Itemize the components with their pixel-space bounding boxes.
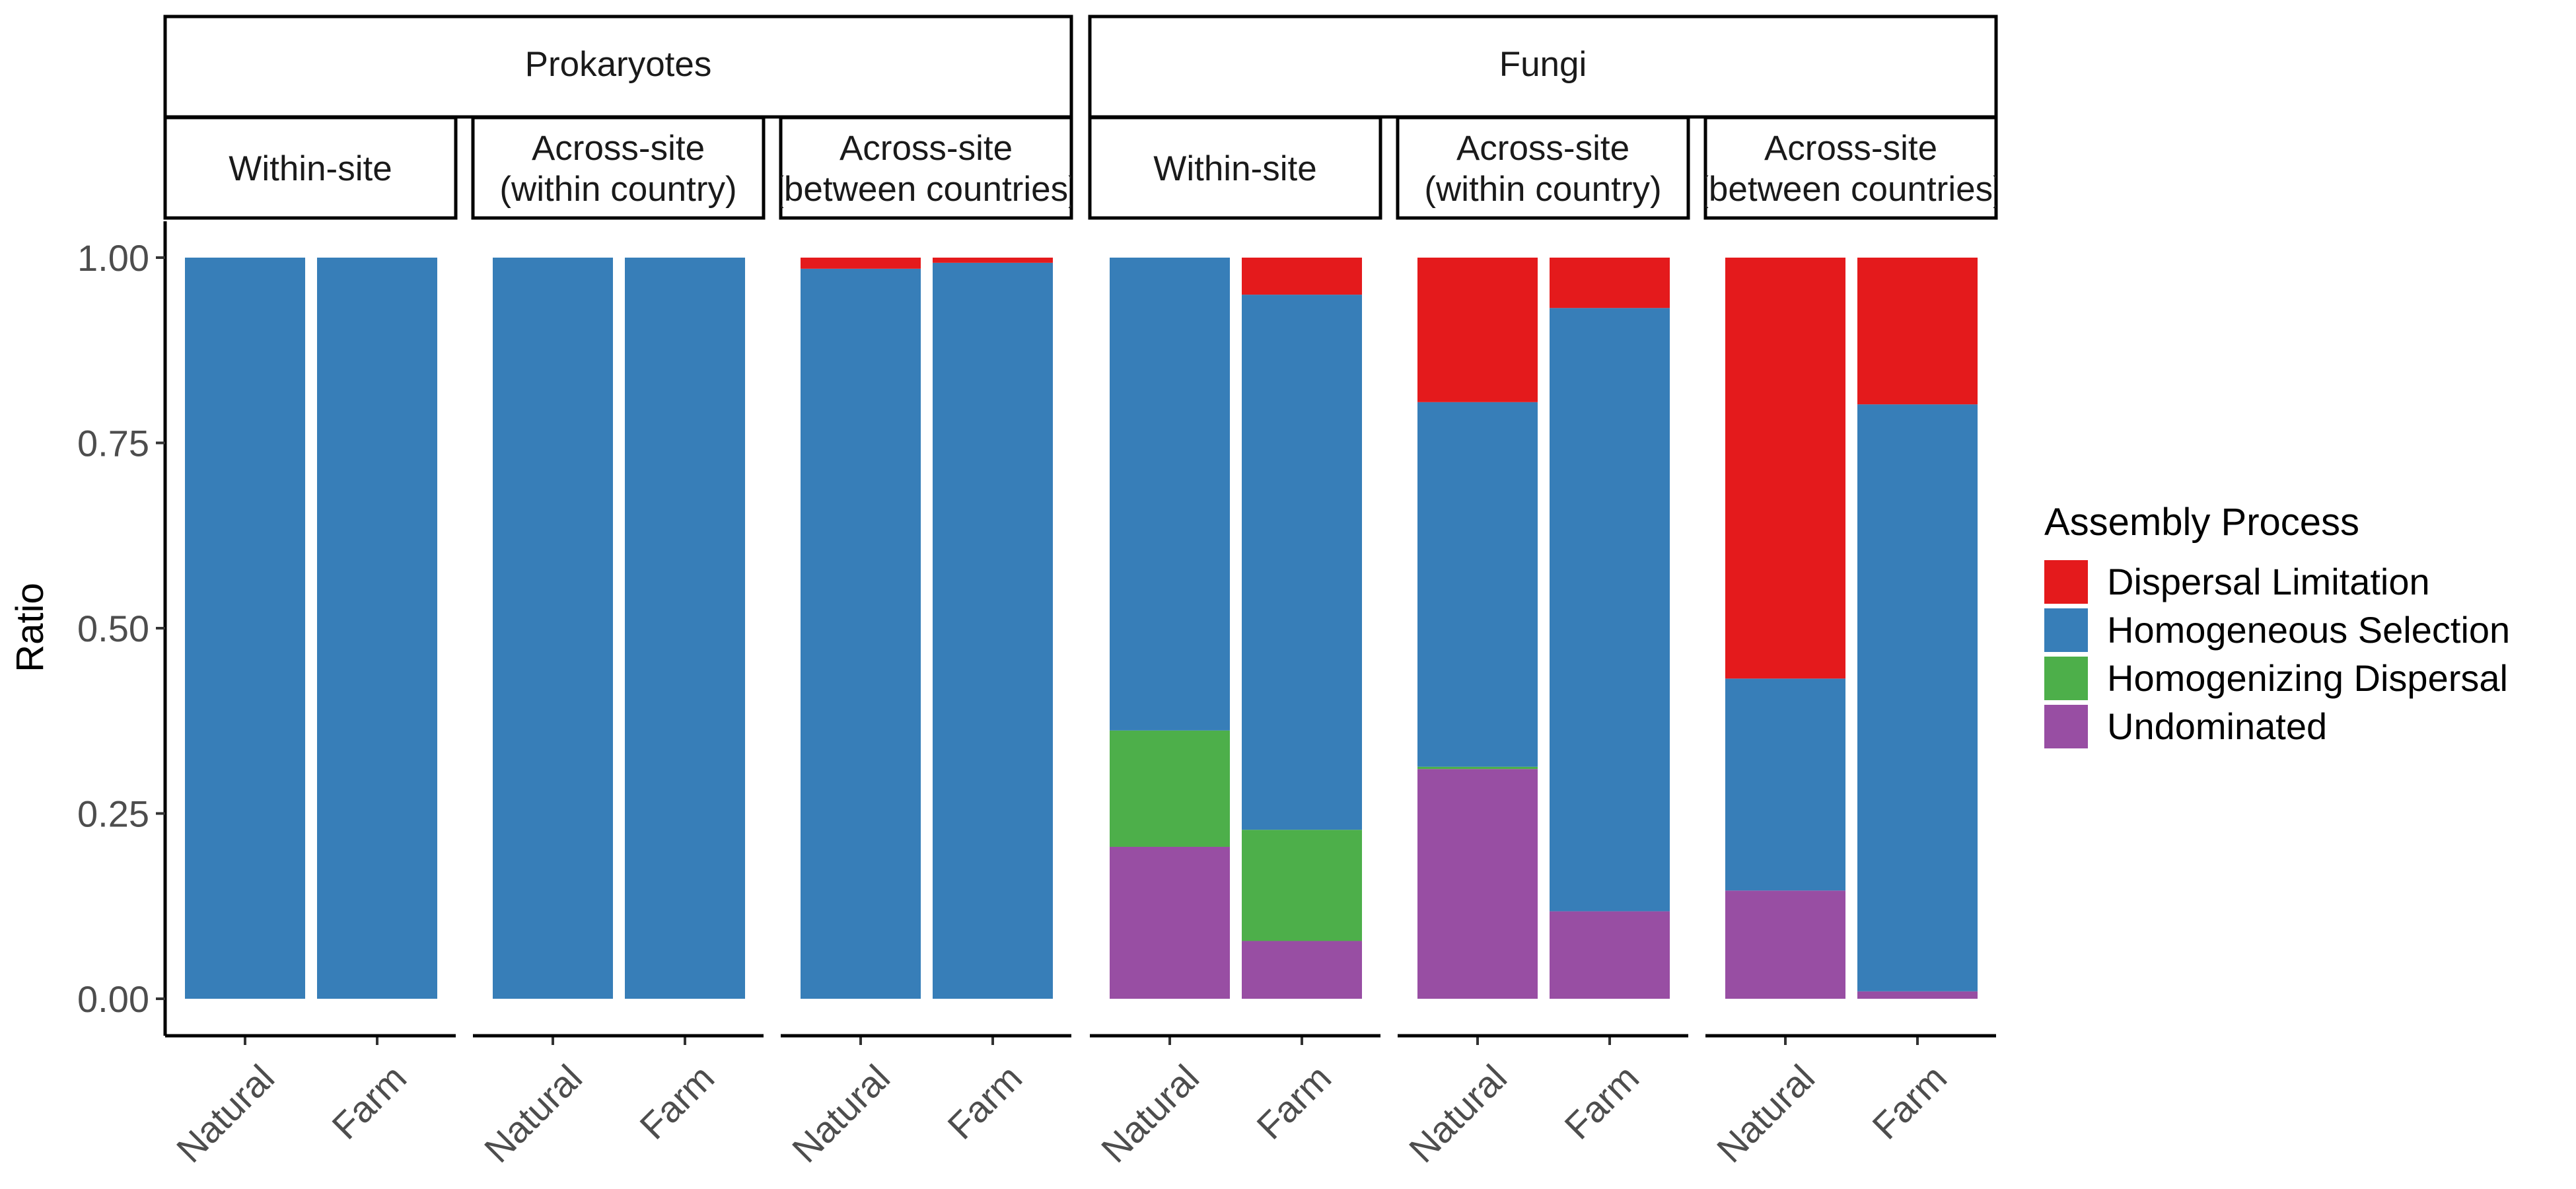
legend-swatch (2044, 560, 2088, 604)
bar-natural (1725, 258, 1845, 999)
panel-strip-label: Across-site (1456, 129, 1629, 168)
legend-label: Dispersal Limitation (2107, 561, 2430, 602)
bar-segment-homogeneous-selection (1857, 404, 1978, 991)
panel-strip (1703, 116, 1998, 220)
bar-segment-dispersal-limitation (933, 258, 1053, 263)
bar-farm (625, 258, 745, 999)
panel-strip-label: (between countries) (772, 170, 1079, 209)
panel-strip-label: Across-site (1764, 129, 1937, 168)
bar-farm (1550, 258, 1670, 999)
bar-segment-homogenizing-dispersal (1110, 730, 1230, 847)
bar-farm (1242, 258, 1362, 999)
bar-segment-undominated (1550, 911, 1670, 999)
panel-strip-label: Within-site (1153, 149, 1316, 188)
x-tick-label: Farm (631, 1057, 722, 1147)
bar-segment-homogeneous-selection (1725, 678, 1845, 891)
bar-segment-homogeneous-selection (317, 258, 437, 999)
legend-label: Homogenizing Dispersal (2107, 657, 2508, 699)
bar-segment-dispersal-limitation (1242, 258, 1362, 295)
bar-segment-homogeneous-selection (1110, 258, 1230, 731)
panel-strip (163, 116, 458, 220)
legend-swatch (2044, 608, 2088, 652)
x-tick-label: Natural (476, 1057, 590, 1171)
bar-segment-dispersal-limitation (1857, 258, 1978, 405)
bar-natural (1110, 258, 1230, 999)
legend-title: Assembly Process (2044, 501, 2359, 544)
y-tick-label: 0.00 (77, 978, 149, 1020)
bar-segment-homogeneous-selection (1242, 295, 1362, 830)
bar-segment-homogeneous-selection (933, 262, 1053, 999)
panel-strip-label: Across-site (532, 129, 705, 168)
bar-segment-undominated (1857, 991, 1978, 999)
bar-segment-dispersal-limitation (1550, 258, 1670, 308)
panel-strip (1396, 116, 1690, 220)
bar-segment-homogeneous-selection (801, 268, 921, 999)
bar-segment-homogeneous-selection (625, 258, 745, 999)
bar-natural (493, 258, 613, 999)
bar-segment-undominated (1110, 846, 1230, 999)
bar-farm (1857, 258, 1978, 999)
y-tick-label: 0.75 (77, 423, 149, 464)
legend: Assembly Process Dispersal Limitation Homo… (2044, 501, 2510, 748)
group-strip-label: Prokaryotes (525, 45, 712, 84)
bar-natural (1417, 258, 1538, 999)
panel-strip-label: (within country) (499, 170, 736, 209)
bar-segment-undominated (1242, 941, 1362, 999)
legend-label: Undominated (2107, 705, 2327, 747)
y-tick-label: 0.25 (77, 793, 149, 835)
bar-natural (185, 258, 305, 999)
group-strip-fungi (1088, 15, 1998, 119)
facet-strips: Prokaryotes FungiWithin-siteAcross-site(w… (163, 15, 2004, 220)
bar-segment-undominated (1725, 890, 1845, 999)
x-tick-label: Natural (1093, 1057, 1207, 1171)
panel-strip (779, 116, 1073, 220)
legend-swatch (2044, 657, 2088, 700)
bar-segment-homogenizing-dispersal (1242, 830, 1362, 941)
legend-entry: Undominated (2044, 705, 2327, 748)
group-strip-prokaryotes (163, 15, 1073, 119)
x-tick-label: Farm (1556, 1057, 1647, 1147)
x-tick-label: Farm (1248, 1057, 1339, 1147)
panel-strip-label: (between countries) (1697, 170, 2004, 209)
panel-strip-label: Within-site (229, 149, 392, 188)
bar-segment-homogeneous-selection (493, 258, 613, 999)
panel-strip (471, 116, 766, 220)
x-tick-label: Natural (784, 1057, 898, 1171)
bar-segment-homogeneous-selection (1417, 402, 1538, 767)
bar-segment-dispersal-limitation (801, 258, 921, 269)
legend-label: Homogeneous Selection (2107, 609, 2510, 651)
panel-strip-label: (within country) (1424, 170, 1661, 209)
x-tick-label: Farm (939, 1057, 1030, 1147)
bar-farm (933, 258, 1053, 999)
legend-entry: Homogeneous Selection (2044, 608, 2510, 652)
legend-entry: Homogenizing Dispersal (2044, 657, 2508, 700)
bar-segment-dispersal-limitation (1725, 258, 1845, 679)
panel-strip-label: Across-site (840, 129, 1013, 168)
legend-swatch (2044, 705, 2088, 748)
x-tick-label: Natural (1709, 1057, 1822, 1171)
y-tick-label: 0.50 (77, 608, 149, 649)
bar-segment-homogeneous-selection (185, 258, 305, 999)
x-tick-label: Farm (1864, 1057, 1954, 1147)
legend-entry: Dispersal Limitation (2044, 560, 2430, 604)
y-axis-label: Ratio (9, 583, 52, 672)
x-tick-label: Farm (324, 1057, 414, 1147)
bar-segment-homogenizing-dispersal (1417, 766, 1538, 770)
bar-segment-dispersal-limitation (1417, 258, 1538, 402)
y-tick-label: 1.00 (77, 237, 149, 279)
bar-segment-homogeneous-selection (1550, 308, 1670, 912)
bar-natural (801, 258, 921, 999)
x-tick-label: Natural (168, 1057, 282, 1171)
panel-strip (1088, 116, 1382, 220)
x-tick-label: Natural (1401, 1057, 1515, 1171)
group-strip-label: Fungi (1499, 45, 1587, 84)
bar-farm (317, 258, 437, 999)
bars-layer (185, 258, 1978, 999)
bar-segment-undominated (1417, 769, 1538, 999)
